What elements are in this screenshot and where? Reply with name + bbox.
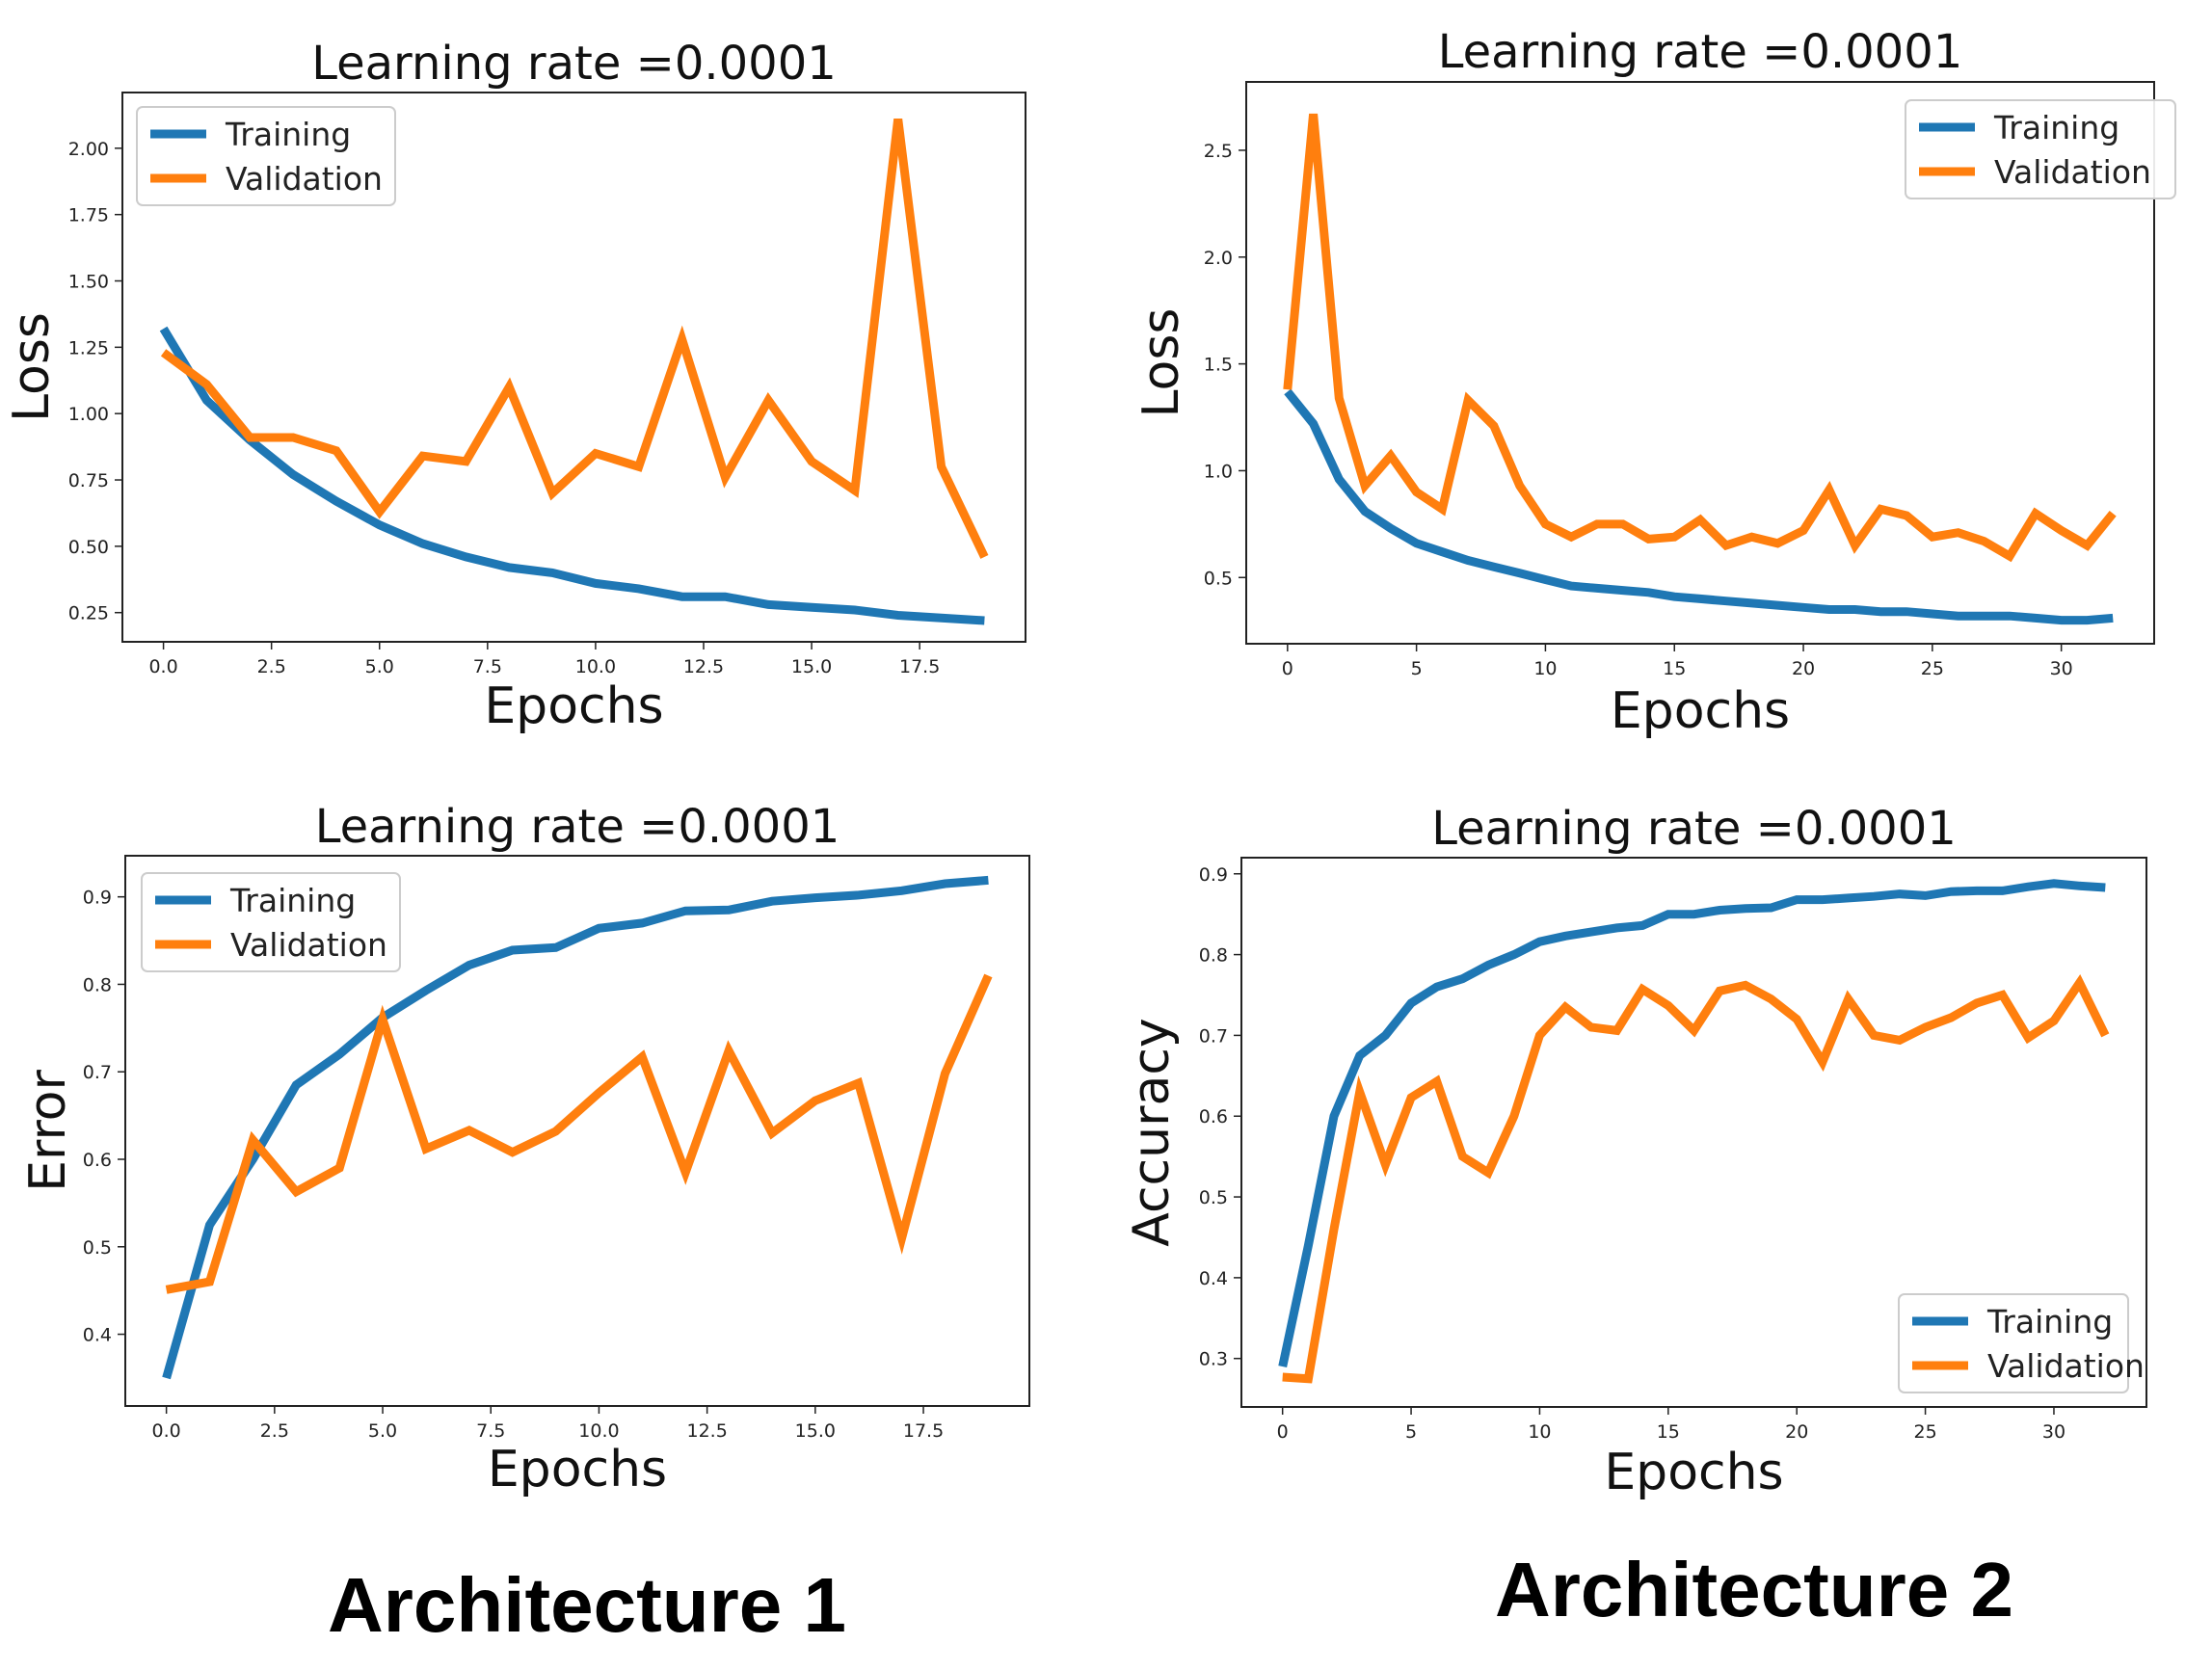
y-tick-label: 0.6 [83, 1150, 112, 1171]
y-tick-label: 0.4 [83, 1325, 112, 1346]
series-line-validation [1283, 113, 2117, 563]
x-tick-label: 0 [1282, 658, 1293, 679]
y-tick-label: 2.0 [1204, 248, 1233, 269]
x-tick-label: 10 [1528, 1421, 1551, 1443]
y-tick-label: 0.25 [68, 603, 109, 624]
x-tick-label: 17.5 [899, 656, 940, 677]
legend-label-training: Training [1993, 109, 2119, 146]
caption-architecture-1: Architecture 1 [328, 1562, 846, 1648]
series-line-validation [1282, 973, 2110, 1384]
series-line-training [162, 875, 989, 1380]
y-tick-label: 1.0 [1204, 461, 1233, 482]
y-axis-label: Accuracy [1123, 1018, 1181, 1246]
x-tick-label: 10.0 [578, 1420, 619, 1442]
y-tick-label: 0.9 [83, 888, 112, 909]
y-tick-label: 0.5 [1199, 1187, 1228, 1208]
x-axis-label: Epochs [488, 1441, 667, 1499]
x-tick-label: 17.5 [903, 1420, 944, 1442]
x-tick-label: 5 [1405, 1421, 1417, 1443]
x-tick-label: 20 [1785, 1421, 1808, 1443]
x-tick-label: 15.0 [791, 656, 832, 677]
x-axis-label: Epochs [484, 677, 663, 735]
y-tick-label: 1.25 [68, 337, 109, 358]
legend-label-validation: Validation [230, 926, 387, 964]
y-tick-label: 0.5 [1204, 568, 1233, 589]
chart-arch2-accuracy: Learning rate =0.0001 0 5 10 15 20 25 30 0.3 0.4 0… [1123, 802, 2147, 1501]
legend-label-validation: Validation [1994, 153, 2151, 191]
x-tick-label: 15.0 [795, 1420, 836, 1442]
y-tick-label: 1.00 [68, 404, 109, 425]
series-line-training [1284, 388, 2114, 625]
x-tick-label: 5 [1411, 658, 1423, 679]
legend-label-validation: Validation [1987, 1347, 2145, 1385]
y-axis-label: Error [19, 1070, 77, 1192]
y-axis-label: Loss [1133, 307, 1190, 417]
legend-label-training: Training [229, 882, 356, 919]
y-tick-label: 0.5 [83, 1237, 112, 1259]
y-tick-label: 0.9 [1199, 864, 1228, 886]
chart-arch2-loss: Learning rate =0.0001 0 5 10 15 20 25 30 0.5 1.0 1… [1133, 25, 2176, 740]
x-tick-label: 30 [2042, 1421, 2065, 1443]
x-tick-label: 7.5 [476, 1420, 505, 1442]
x-tick-label: 12.5 [686, 1420, 727, 1442]
x-tick-label: 0.0 [152, 1420, 181, 1442]
x-tick-label: 25 [1913, 1421, 1936, 1443]
x-axis-label: Epochs [1604, 1444, 1783, 1501]
series-line-validation [160, 118, 989, 559]
x-tick-label: 10 [1533, 658, 1557, 679]
series-line-training [159, 326, 985, 625]
y-tick-label: 0.4 [1199, 1268, 1228, 1289]
legend-label-training: Training [225, 116, 351, 153]
chart-title: Learning rate =0.0001 [1431, 802, 1957, 856]
y-tick-label: 2.00 [68, 139, 109, 160]
y-tick-label: 2.5 [1204, 141, 1233, 162]
x-tick-label: 10.0 [575, 656, 616, 677]
chart-title: Learning rate =0.0001 [311, 37, 837, 91]
legend: Training Validation [136, 106, 396, 206]
y-tick-label: 0.7 [83, 1062, 112, 1083]
legend: Training Validation [1898, 1293, 2145, 1393]
chart-title: Learning rate =0.0001 [1438, 25, 1963, 79]
legend-label-training: Training [1986, 1303, 2113, 1340]
chart-title: Learning rate =0.0001 [315, 800, 840, 854]
x-tick-label: 5.0 [368, 1420, 397, 1442]
x-tick-label: 0.0 [148, 656, 177, 677]
x-tick-label: 12.5 [683, 656, 724, 677]
legend: Training Validation [141, 872, 401, 972]
y-tick-label: 0.75 [68, 470, 109, 491]
x-tick-label: 5.0 [365, 656, 394, 677]
chart-arch1-error: Learning rate =0.0001 0.0 2.5 5.0 7.5 10.0 12.… [19, 800, 1030, 1499]
series-line-training [1278, 879, 2106, 1368]
series-line-validation [165, 973, 993, 1294]
x-tick-label: 2.5 [257, 656, 286, 677]
legend-label-validation: Validation [226, 160, 383, 198]
x-tick-label: 20 [1792, 658, 1815, 679]
y-tick-label: 0.3 [1199, 1349, 1228, 1370]
y-tick-label: 1.50 [68, 272, 109, 293]
y-tick-label: 0.6 [1199, 1106, 1228, 1127]
x-axis-label: Epochs [1611, 682, 1790, 740]
x-tick-label: 7.5 [473, 656, 502, 677]
y-tick-label: 0.50 [68, 537, 109, 558]
y-tick-label: 0.8 [83, 974, 112, 995]
caption-architecture-2: Architecture 2 [1495, 1547, 2013, 1632]
x-tick-label: 25 [1921, 658, 1944, 679]
x-tick-label: 15 [1657, 1421, 1680, 1443]
chart-arch1-loss: Learning rate =0.0001 0.0 2.5 5.0 7.5 10.0 12.… [3, 37, 1026, 735]
x-tick-label: 2.5 [260, 1420, 289, 1442]
y-tick-label: 1.75 [68, 205, 109, 226]
x-tick-label: 30 [2050, 658, 2073, 679]
x-tick-label: 0 [1277, 1421, 1289, 1443]
y-tick-label: 0.7 [1199, 1025, 1228, 1047]
y-axis-label: Loss [3, 312, 61, 422]
y-tick-label: 1.5 [1204, 355, 1233, 376]
x-tick-label: 15 [1663, 658, 1686, 679]
y-tick-label: 0.8 [1199, 945, 1228, 967]
legend: Training Validation [1905, 99, 2176, 199]
